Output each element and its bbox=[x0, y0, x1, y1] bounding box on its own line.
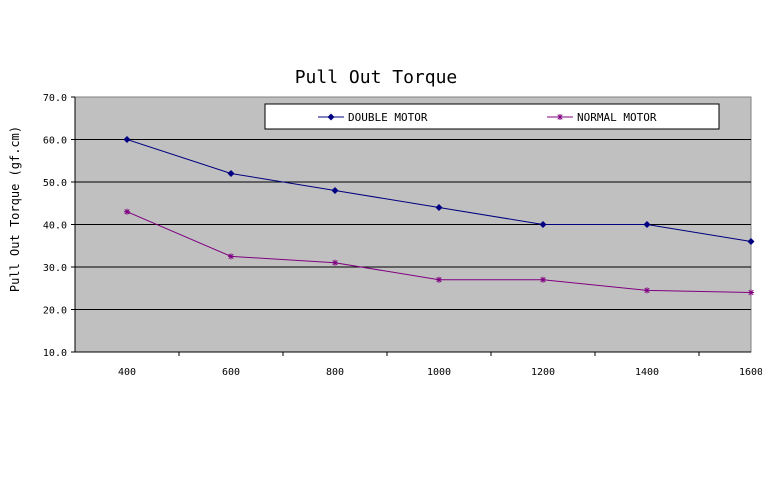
data-point-star bbox=[332, 259, 338, 266]
x-tick-label: 800 bbox=[326, 367, 344, 378]
y-tick-label: 50.0 bbox=[43, 178, 67, 189]
y-tick-label: 30.0 bbox=[43, 263, 67, 274]
star-stroke bbox=[436, 277, 442, 283]
star-stroke bbox=[332, 260, 338, 266]
data-point-star bbox=[557, 114, 563, 120]
data-point-star bbox=[436, 276, 442, 283]
y-axis-label: Pull Out Torque (gf.cm) bbox=[8, 126, 22, 292]
legend-item: NORMAL MOTOR bbox=[547, 111, 657, 124]
data-point-star bbox=[228, 253, 234, 260]
y-tick-label: 70.0 bbox=[43, 93, 67, 104]
data-point-diamond bbox=[539, 221, 547, 228]
data-point-diamond bbox=[643, 221, 651, 228]
data-point-star bbox=[124, 208, 130, 215]
x-tick-label: 600 bbox=[222, 367, 240, 378]
star-stroke bbox=[557, 114, 563, 120]
data-point-star bbox=[748, 289, 754, 296]
gridlines bbox=[75, 139, 751, 310]
x-axis-ticks: 400 600 800 1000 1200 1400 1600 bbox=[118, 352, 762, 378]
y-tick-label: 10.0 bbox=[43, 348, 67, 359]
chart-title: Pull Out Torque bbox=[295, 67, 458, 88]
legend-label: DOUBLE MOTOR bbox=[348, 111, 428, 124]
star-stroke bbox=[644, 287, 650, 294]
data-point-star bbox=[540, 276, 546, 283]
series-double-motor bbox=[123, 136, 755, 245]
legend-item: DOUBLE MOTOR bbox=[318, 111, 428, 124]
star-stroke bbox=[124, 209, 130, 215]
star-stroke bbox=[540, 277, 546, 283]
data-point-diamond bbox=[327, 113, 335, 121]
data-point-diamond bbox=[331, 187, 339, 194]
x-tick-label: 1200 bbox=[531, 367, 555, 378]
data-point-diamond bbox=[747, 238, 755, 245]
y-tick-label: 20.0 bbox=[43, 306, 67, 317]
x-tick-label: 1600 bbox=[739, 367, 762, 378]
x-tick-label: 1000 bbox=[427, 367, 451, 378]
data-point-star bbox=[644, 287, 650, 294]
x-tick-label: 1400 bbox=[635, 367, 659, 378]
y-axis-ticks: 10.0 20.0 30.0 40.0 50.0 60.0 70.0 bbox=[43, 93, 75, 359]
legend-label: NORMAL MOTOR bbox=[577, 111, 657, 124]
series-group bbox=[123, 136, 755, 296]
data-point-diamond bbox=[123, 136, 131, 143]
series-normal-motor bbox=[124, 208, 754, 296]
star-stroke bbox=[748, 289, 754, 296]
data-point-diamond bbox=[227, 170, 235, 177]
y-tick-label: 60.0 bbox=[43, 136, 67, 147]
data-point-diamond bbox=[435, 204, 443, 211]
star-stroke bbox=[228, 253, 234, 260]
legend: DOUBLE MOTOR NORMAL MOTOR bbox=[264, 103, 720, 130]
x-tick-label: 400 bbox=[118, 367, 136, 378]
y-tick-label: 40.0 bbox=[43, 221, 67, 232]
